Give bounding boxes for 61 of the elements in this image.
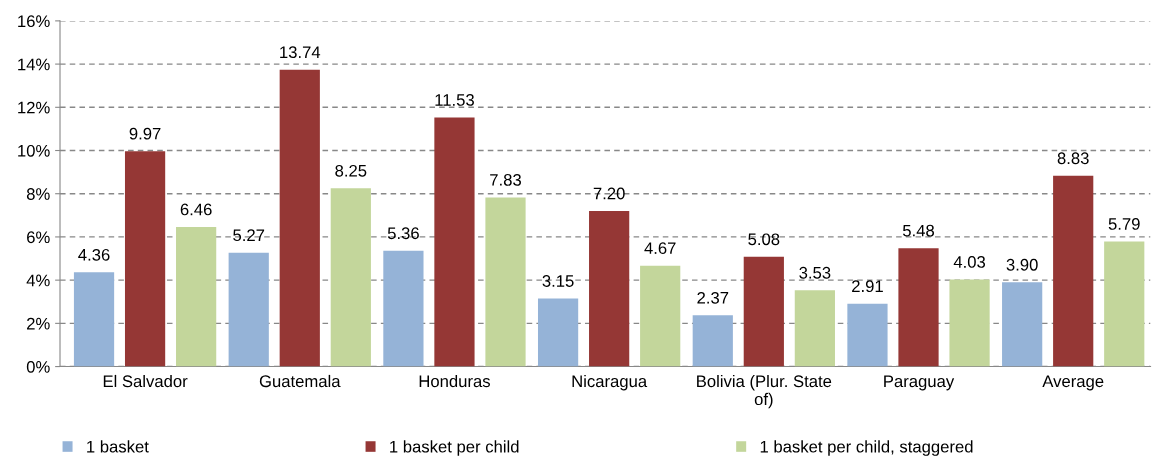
text: 6.46: [180, 203, 212, 216]
x-tick-label: Honduras: [419, 374, 490, 388]
text: 4.36: [78, 248, 110, 261]
bar: [383, 250, 424, 367]
x-tick-label: Bolivia (Plur. State of): [697, 374, 832, 409]
y-tick-label: 16%: [18, 15, 50, 28]
text: 13.74: [280, 46, 321, 59]
text: 5.48: [902, 224, 935, 237]
x-tick-label: Guatemala: [259, 374, 341, 388]
bar: [485, 197, 526, 367]
text: 8.25: [335, 164, 367, 177]
bar: [898, 248, 939, 367]
x-tick-label: Nicaragua: [572, 374, 648, 391]
bar: [949, 279, 990, 367]
text: 4.03: [953, 256, 986, 268]
text: 3.90: [1006, 258, 1038, 271]
bar: [330, 188, 371, 367]
text: 9.97: [129, 127, 161, 140]
bar: [228, 252, 269, 367]
y-tick-label: 10%: [18, 144, 50, 157]
legend-label: 1 basket per child, staggered: [760, 440, 973, 456]
bar: [176, 226, 217, 367]
text: 7.20: [593, 187, 625, 200]
text: 3.15: [542, 275, 574, 287]
bar: [434, 117, 475, 367]
x-tick-label: El Salvador: [103, 374, 188, 388]
y-tick-label: 2%: [27, 317, 50, 330]
text: 5.08: [748, 233, 780, 246]
bar: [537, 298, 579, 367]
text: 7.83: [490, 173, 521, 186]
y-tick-label: 12%: [18, 101, 50, 114]
text: 5.79: [1108, 218, 1140, 230]
bar: [1053, 175, 1094, 367]
x-tick-label: Average: [1042, 375, 1104, 391]
text: 4.67: [644, 242, 676, 255]
y-tick-label: 8%: [26, 188, 50, 200]
bar: [1104, 241, 1145, 367]
y-tick-label: 0%: [26, 360, 50, 373]
bar: [794, 290, 835, 367]
text: 11.53: [435, 94, 474, 106]
bar: [1002, 282, 1043, 367]
bar: [279, 69, 320, 367]
text: 2.91: [852, 280, 883, 293]
bar: [124, 151, 166, 367]
legend-label: 1 basket: [87, 440, 149, 453]
bar: [640, 265, 681, 367]
bar: [73, 272, 115, 367]
text: 2.37: [697, 291, 729, 304]
text: 5.27: [233, 229, 265, 242]
bar: [847, 303, 888, 367]
x-tick-label: Paraguay: [884, 375, 955, 391]
bar: [692, 315, 733, 367]
bar: [743, 256, 784, 367]
text: 8.83: [1057, 152, 1089, 165]
legend-label: 1 basket per child: [390, 440, 519, 456]
y-tick-label: 6%: [27, 231, 50, 244]
text: 5.36: [387, 227, 419, 240]
bar: [589, 211, 630, 367]
text: 3.53: [799, 266, 831, 279]
y-tick-label: 14%: [18, 58, 50, 71]
y-tick-label: 4%: [26, 274, 50, 287]
